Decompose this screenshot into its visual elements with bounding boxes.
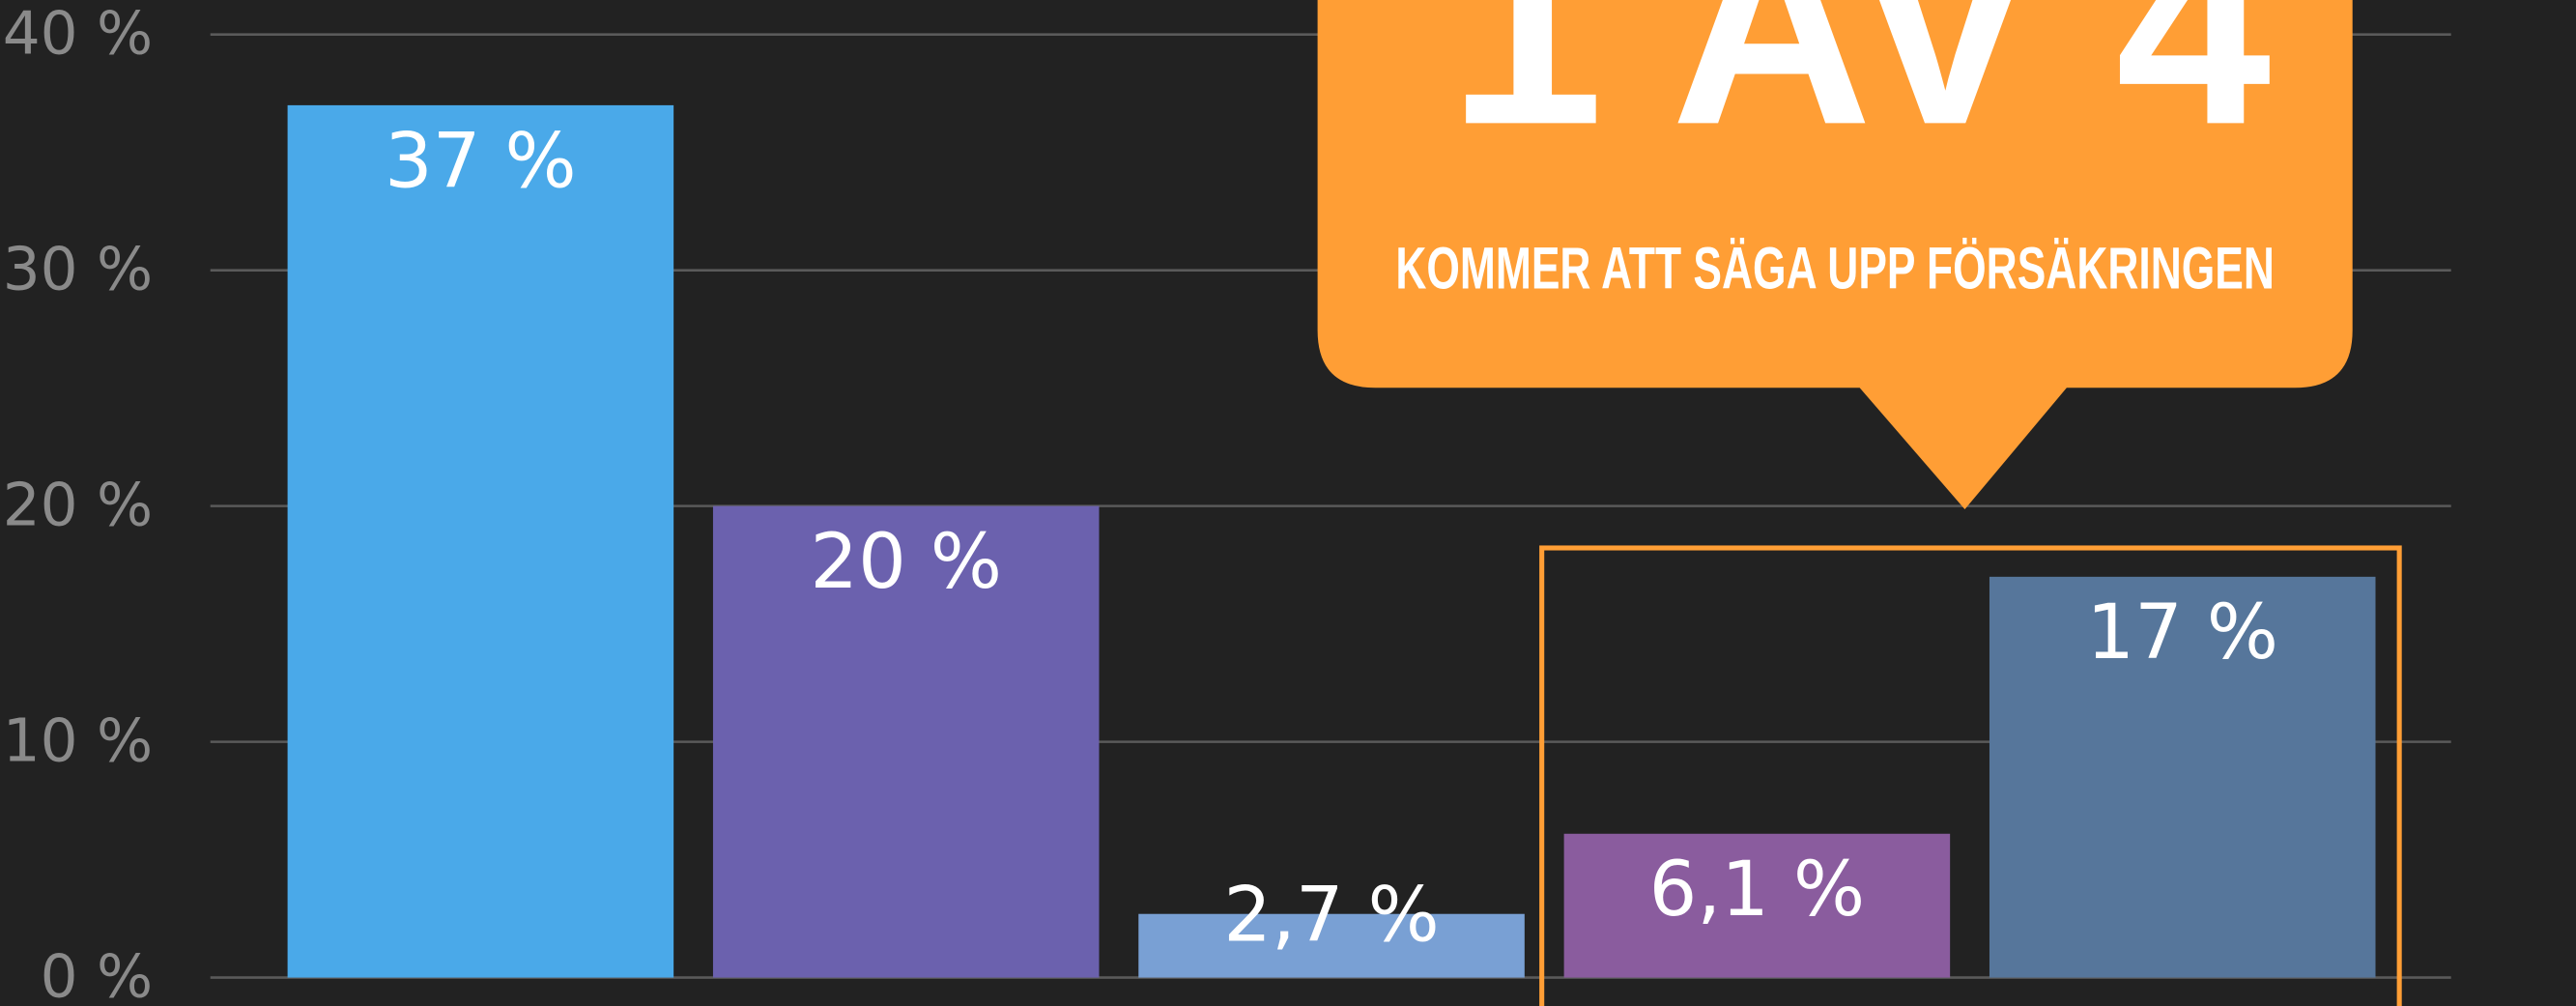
- callout-title: 1 AV 4: [1448, 0, 2273, 183]
- bars: 37 % 20 % 2,7 % 6,1 % 17 %: [287, 104, 2376, 978]
- y-tick-label: 20 %: [3, 472, 153, 540]
- bar: [712, 505, 1100, 978]
- y-tick-label: 10 %: [3, 707, 153, 776]
- y-tick-label: 0 %: [41, 943, 154, 1006]
- bar: [1138, 913, 1525, 978]
- y-tick-label: 40 %: [3, 0, 153, 69]
- callout-bubble: [1317, 0, 2353, 510]
- value-label: 6,1 %: [1649, 846, 1866, 934]
- bar: [1563, 833, 1951, 978]
- value-label: 17 %: [2086, 589, 2278, 676]
- value-label: 20 %: [810, 518, 1002, 606]
- highlight-box: [1539, 545, 2402, 1006]
- value-label: 37 %: [385, 117, 577, 205]
- bar: [1989, 576, 2376, 978]
- value-label: 2,7 %: [1223, 872, 1440, 960]
- bar: [287, 104, 674, 978]
- callout: 1 AV 4 KOMMER ATT SÄGA UPP FÖRSÄKRINGEN: [1317, 0, 2353, 510]
- y-tick-label: 30 %: [3, 236, 153, 304]
- callout-text: KOMMER ATT SÄGA UPP FÖRSÄKRINGEN: [1395, 235, 2275, 301]
